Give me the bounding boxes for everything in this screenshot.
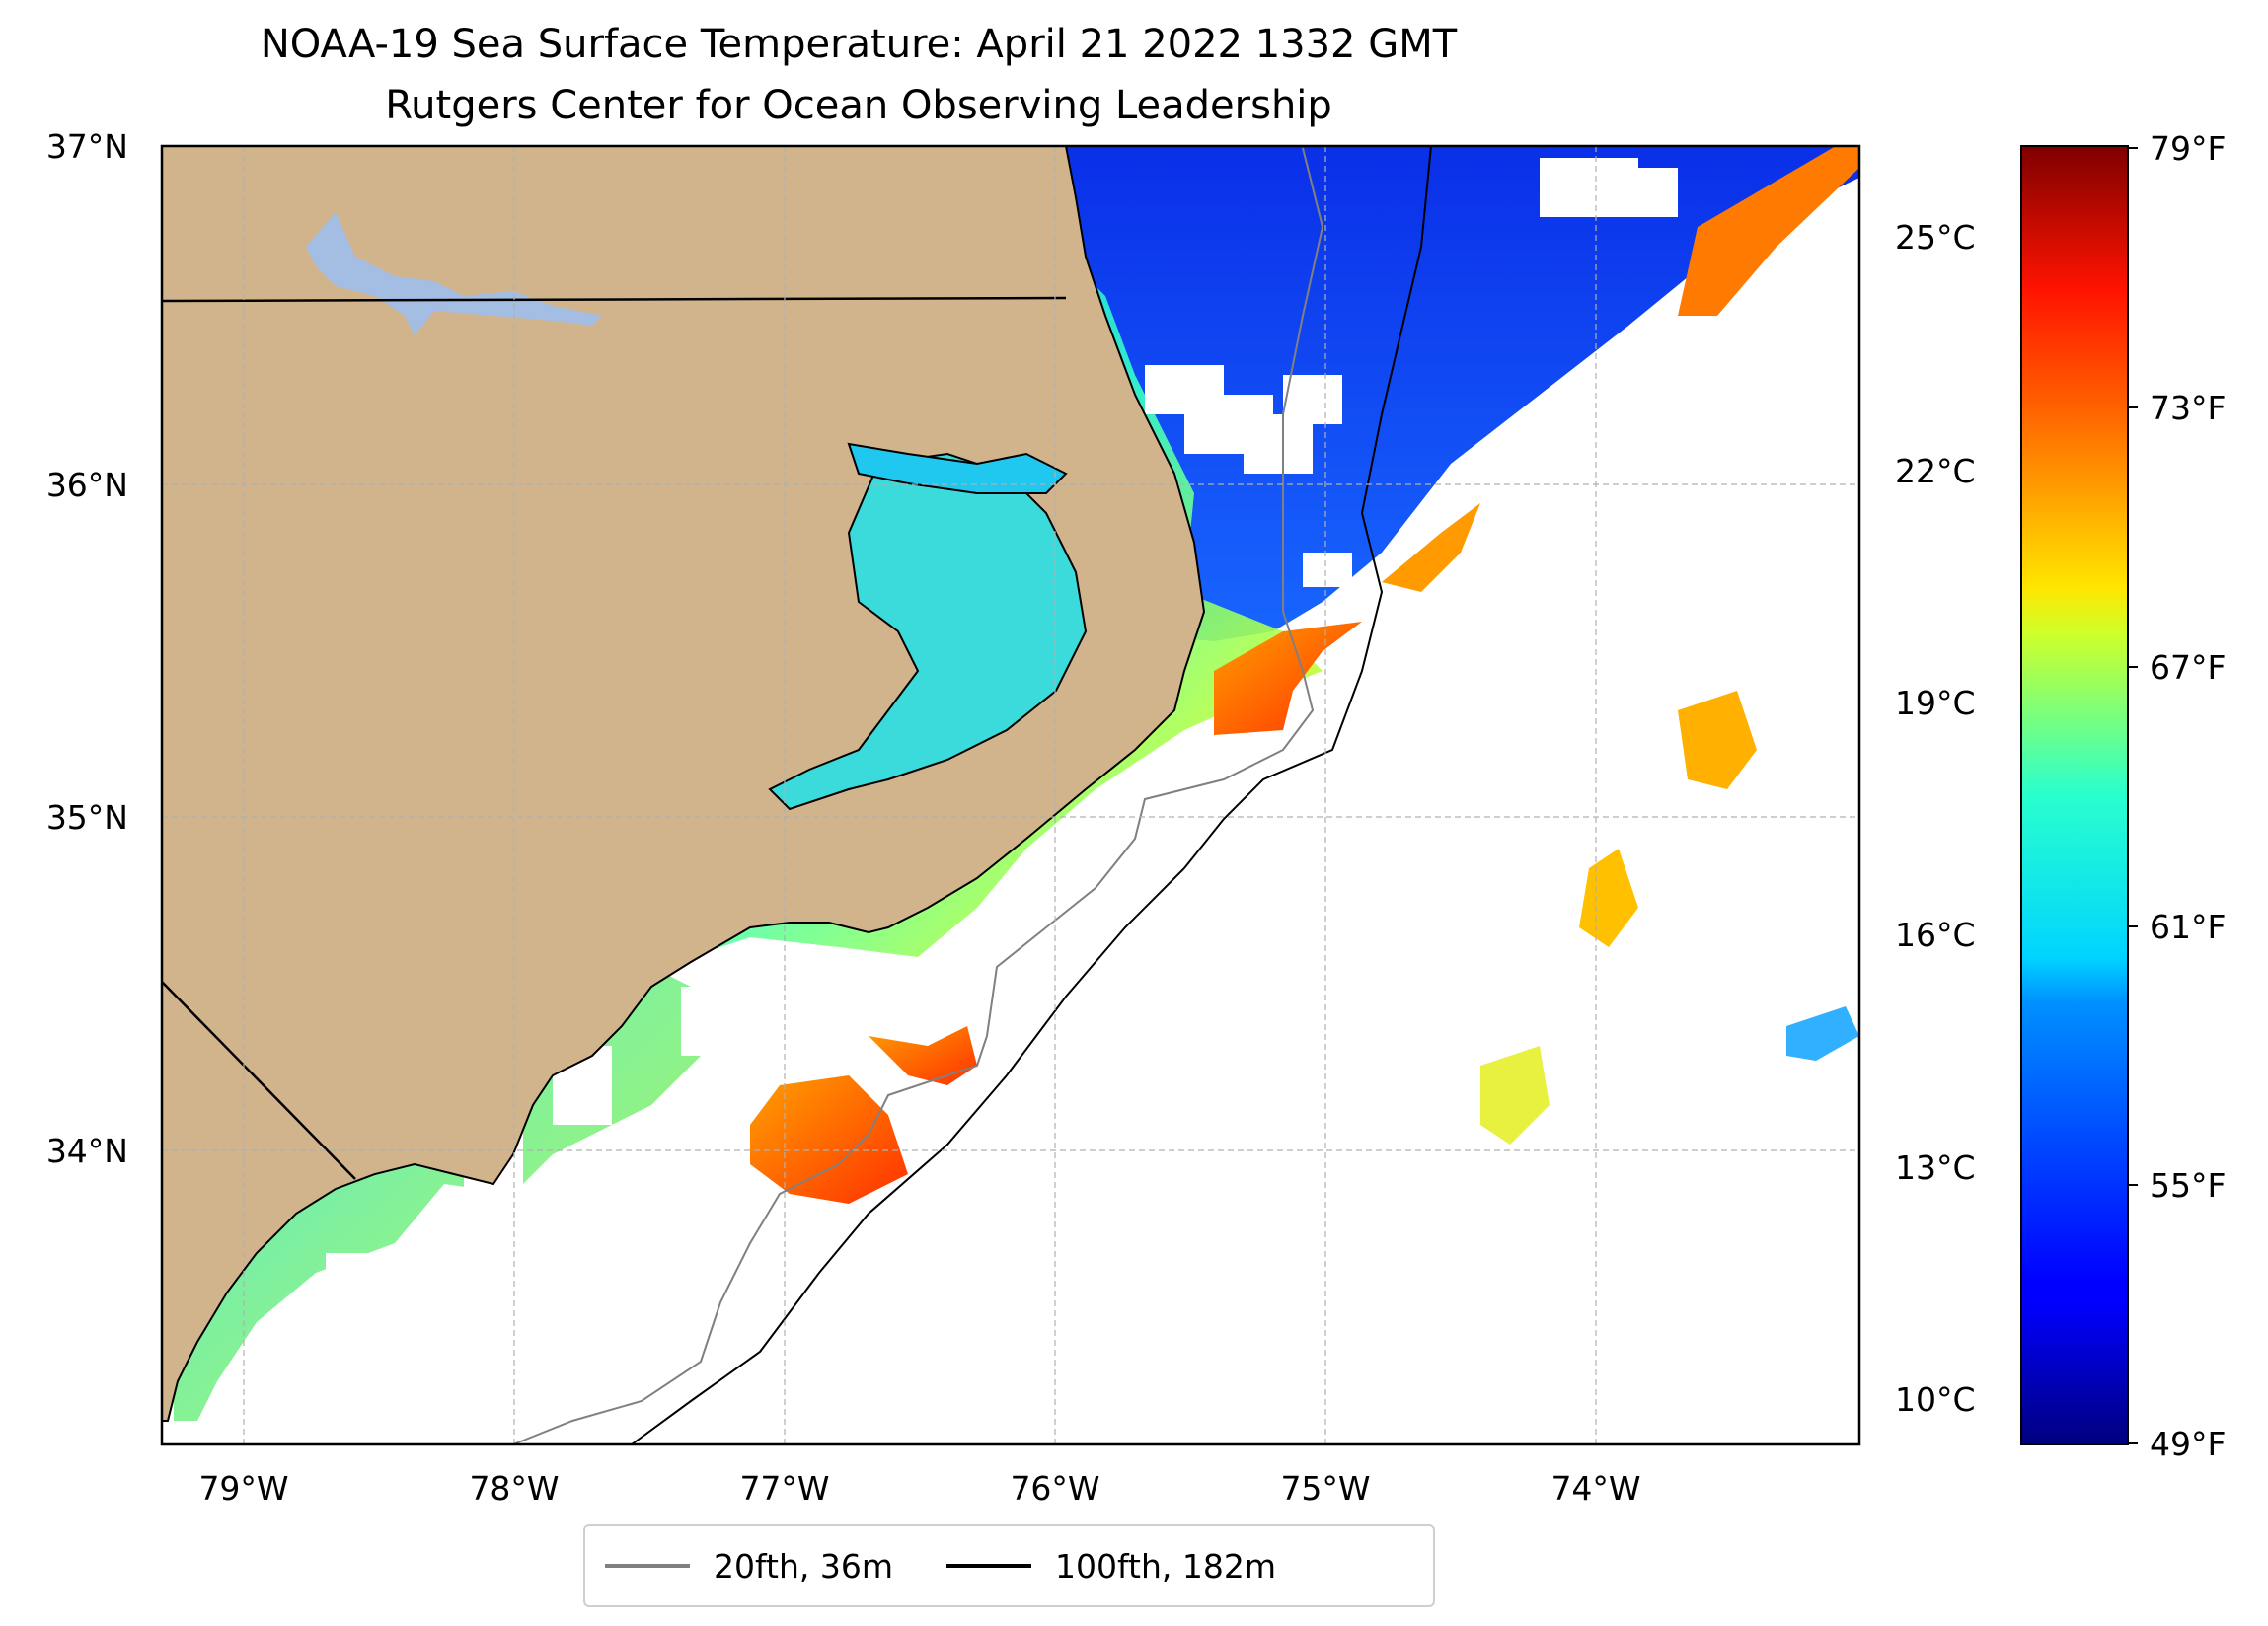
legend-label: 20fth, 36m xyxy=(714,1546,893,1586)
lakes xyxy=(306,212,602,335)
lon-tick-label: 79°W xyxy=(198,1469,288,1508)
lon-ticks: 79°W 78°W 77°W 76°W 75°W 74°W xyxy=(198,1469,1640,1508)
colorbar xyxy=(2020,145,2129,1445)
legend-item-20fth: 20fth, 36m xyxy=(605,1547,893,1586)
lat-tick-label: 35°N xyxy=(46,798,128,837)
celsius-tick-label: 10°C xyxy=(1895,1380,1976,1419)
fahrenheit-tick-label: 61°F xyxy=(2150,908,2226,946)
legend: 20fth, 36m 100fth, 182m xyxy=(583,1524,1435,1607)
lon-tick-label: 78°W xyxy=(469,1469,559,1508)
lat-ticks: 37°N 36°N 35°N 34°N xyxy=(46,127,128,1170)
fahrenheit-tick-label: 67°F xyxy=(2150,648,2226,687)
sst-gulf-stream-edge-2 xyxy=(1382,503,1480,592)
pamlico-sound xyxy=(768,452,1088,811)
lat-tick-label: 34°N xyxy=(46,1132,128,1170)
legend-line-gray xyxy=(605,1564,690,1568)
fahrenheit-tick-label: 49°F xyxy=(2150,1425,2226,1463)
lat-tick-label: 37°N xyxy=(46,127,128,166)
celsius-ticks: 25°C 22°C 19°C 16°C 13°C 10°C xyxy=(1895,218,1976,1419)
celsius-tick-label: 25°C xyxy=(1895,218,1976,257)
celsius-tick-label: 19°C xyxy=(1895,684,1976,722)
lon-tick-label: 77°W xyxy=(739,1469,829,1508)
state-borders xyxy=(161,296,1067,1180)
isobath-20fth xyxy=(512,147,1324,1445)
gridlines xyxy=(162,146,1859,1444)
chart-title-line-1: NOAA-19 Sea Surface Temperature: April 2… xyxy=(260,22,1458,67)
fahrenheit-tick-label: 79°F xyxy=(2150,129,2226,168)
isobaths xyxy=(512,145,1432,1445)
lon-tick-label: 74°W xyxy=(1550,1469,1640,1508)
sst-offshore-patch-4 xyxy=(1786,1006,1859,1061)
legend-line-black xyxy=(946,1564,1031,1568)
sst-warm-tongue-1 xyxy=(1214,622,1362,735)
sst-warm-tongue-2 xyxy=(869,1026,977,1085)
fahrenheit-tick-label: 55°F xyxy=(2150,1166,2226,1205)
isobath-100fth xyxy=(631,145,1432,1445)
fahrenheit-tick-label: 73°F xyxy=(2150,389,2226,427)
chart-title-line-2: Rutgers Center for Ocean Observing Leade… xyxy=(385,83,1332,128)
sst-warm-patch xyxy=(750,1075,908,1204)
celsius-tick-label: 22°C xyxy=(1895,452,1976,490)
sst-offshore-patch-3 xyxy=(1579,849,1638,947)
celsius-tick-label: 13°C xyxy=(1895,1148,1976,1187)
albemarle-sound xyxy=(847,442,1068,494)
plot-frame xyxy=(160,144,1861,1446)
fahrenheit-ticks: 79°F 73°F 67°F 61°F 55°F 49°F xyxy=(2128,129,2226,1463)
lat-tick-label: 36°N xyxy=(46,466,128,504)
celsius-tick-label: 16°C xyxy=(1895,916,1976,954)
lon-tick-label: 75°W xyxy=(1280,1469,1370,1508)
legend-label: 100fth, 182m xyxy=(1055,1546,1276,1586)
sst-offshore-patch-1 xyxy=(1678,691,1757,789)
sst-offshore-patch-2 xyxy=(1480,1046,1550,1145)
sst-gulf-stream-edge xyxy=(1678,146,1859,316)
legend-item-100fth: 100fth, 182m xyxy=(946,1547,1276,1586)
lon-tick-label: 76°W xyxy=(1010,1469,1099,1508)
